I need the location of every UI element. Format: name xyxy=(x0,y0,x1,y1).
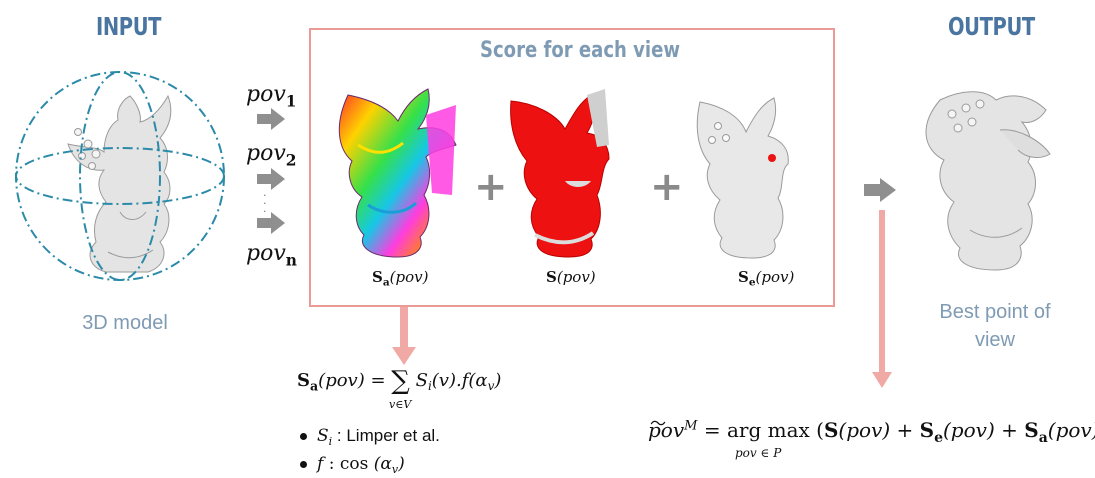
gargoyle-model-output xyxy=(925,91,1051,271)
legend-si: Si : Limper et al. xyxy=(300,426,440,448)
ellipsis-dots: · · · xyxy=(263,189,267,218)
formula-best-viewpoint: 〜 pov M = arg max (S(pov) + Se(pov) + Sa… xyxy=(648,414,1095,446)
viewpoint-label-n: povn xyxy=(246,241,297,270)
score-panel xyxy=(309,28,835,307)
arrow-right-icon xyxy=(864,178,896,202)
red-eye-icon xyxy=(768,154,776,162)
sum-range: v∈V xyxy=(389,398,412,411)
formula-saliency: Sa(pov) = ∑ Si(v).f(αv) xyxy=(297,366,502,396)
gargoyle-model-input xyxy=(67,94,172,273)
legend-f: f : cos (αv) xyxy=(300,454,405,476)
input-caption: 3D model xyxy=(82,312,168,334)
viewpoint-sphere xyxy=(15,71,225,281)
score-label-s: S(pov) xyxy=(546,268,596,286)
input-model-illustration xyxy=(15,71,225,281)
arrow-right-icon xyxy=(257,212,285,234)
visibility-red-model xyxy=(510,89,610,258)
arrow-down-icon xyxy=(872,210,892,388)
viewpoint-label-2: pov2 xyxy=(246,141,297,170)
output-heading: OUTPUT xyxy=(948,12,1035,41)
arrow-right-icon xyxy=(257,168,285,190)
plus-sign: + xyxy=(650,164,684,210)
arrow-right-icon xyxy=(257,108,285,130)
score-label-se: Se(pov) xyxy=(738,268,795,289)
eye-detection-model xyxy=(696,97,789,259)
plus-sign: + xyxy=(474,164,508,210)
input-heading: INPUT xyxy=(96,12,162,41)
score-panel-title: Score for each view xyxy=(480,38,680,63)
arrow-down-icon xyxy=(392,307,416,365)
saliency-colormap-model xyxy=(338,88,457,258)
output-caption: Best point of view xyxy=(939,301,1051,351)
argmax-range: pov ∈ P xyxy=(735,446,782,460)
score-label-sa: Sa(pov) xyxy=(372,268,429,289)
viewpoint-label-1: pov1 xyxy=(246,82,297,111)
